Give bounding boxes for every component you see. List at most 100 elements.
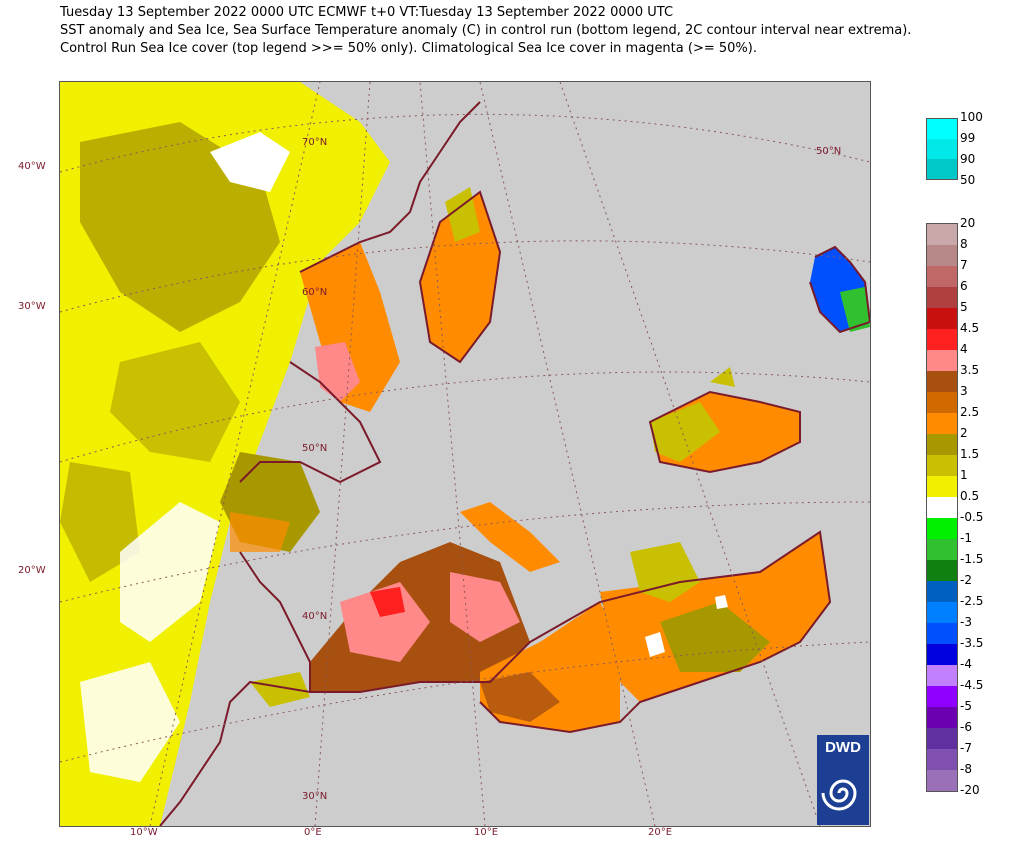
white-anomaly-patch	[210, 132, 290, 192]
sst-legend-swatch	[927, 224, 957, 245]
lat-label-50n-east: 50°N	[816, 146, 842, 157]
sst-legend-label: 2.5	[960, 405, 980, 419]
sst-legend-label: -5	[960, 699, 972, 713]
lon-label-40w: 40°W	[18, 161, 46, 172]
sst-legend-label: 20	[960, 216, 976, 230]
ice-legend-swatch	[927, 119, 957, 139]
sst-legend-swatch	[927, 686, 957, 707]
sst-legend-label: -8	[960, 762, 972, 776]
baltic-sea-olive	[445, 187, 480, 242]
lat-label-50n: 50°N	[302, 443, 328, 454]
dwd-logo: DWD	[817, 735, 869, 825]
lat-label-30n: 30°N	[302, 791, 328, 802]
sst-legend-label: -2.5	[960, 594, 984, 608]
sst-legend-label: 6	[960, 279, 968, 293]
graticule	[60, 82, 870, 826]
black-sea-olive	[650, 402, 720, 462]
sst-legend-label: 5	[960, 300, 968, 314]
bay-of-biscay-olive	[230, 512, 290, 552]
black-sea-olive	[710, 367, 735, 387]
ice-legend-swatch	[927, 139, 957, 159]
ice-legend-label: 50	[960, 173, 976, 187]
adriatic-sea	[460, 502, 560, 572]
sst-legend-swatch	[927, 392, 957, 413]
map-canvas	[60, 82, 870, 826]
lat-label-60n: 60°N	[302, 287, 328, 298]
lon-label-0e: 0°E	[304, 827, 322, 838]
baltic-sea	[420, 192, 500, 362]
sst-legend-swatch	[927, 266, 957, 287]
sst-legend-label: -6	[960, 720, 972, 734]
sst-legend-swatch	[927, 623, 957, 644]
sst-legend-swatch	[927, 245, 957, 266]
sst-legend-label: -3.5	[960, 636, 984, 650]
sst-legend-label: -2	[960, 573, 972, 587]
sst-legend-swatch	[927, 350, 957, 371]
sst-legend-label: -0.5	[960, 510, 984, 524]
dwd-logo-text: DWD	[825, 739, 861, 756]
sst-legend-swatch	[927, 749, 957, 770]
sst-legend-label: 2	[960, 426, 968, 440]
sst-legend-swatch	[927, 287, 957, 308]
sst-legend-label: -1	[960, 531, 972, 545]
white-anomaly-patch	[120, 502, 220, 642]
white-anomaly-patch	[80, 662, 180, 782]
ice-legend-swatch	[927, 159, 957, 179]
lon-label-30w: 30°W	[18, 301, 46, 312]
western-med-hottest	[370, 587, 405, 617]
sst-legend-label: -4	[960, 657, 972, 671]
ice-legend-colorbar	[926, 118, 958, 180]
sst-legend-label: -3	[960, 615, 972, 629]
sst-legend-colorbar	[926, 223, 958, 792]
caspian-green	[840, 287, 870, 332]
sst-legend-label: 0.5	[960, 489, 980, 503]
sst-anomaly-map	[59, 81, 871, 827]
sst-legend-swatch	[927, 728, 957, 749]
sst-legend-swatch	[927, 434, 957, 455]
lat-label-40n: 40°N	[302, 611, 328, 622]
sst-legend-swatch	[927, 518, 957, 539]
sst-legend-label: 1	[960, 468, 968, 482]
ice-legend-label: 99	[960, 131, 976, 145]
aegean-sea	[630, 542, 700, 602]
sst-legend-label: 4.5	[960, 321, 980, 335]
sst-legend-label: -4.5	[960, 678, 984, 692]
sst-legend-swatch	[927, 329, 957, 350]
sst-legend-swatch	[927, 560, 957, 581]
sst-legend-swatch	[927, 476, 957, 497]
sst-legend-swatch	[927, 770, 957, 791]
sst-legend-label: 4	[960, 342, 968, 356]
dwd-swirl-icon	[821, 779, 857, 811]
ice-legend-label: 100	[960, 110, 983, 124]
alboran-sea	[250, 672, 310, 707]
sst-legend-swatch	[927, 371, 957, 392]
sst-legend-swatch	[927, 539, 957, 560]
north-sea	[300, 242, 400, 412]
ice-cover-legend	[926, 118, 958, 180]
central-med-dark	[480, 672, 560, 722]
sst-legend-swatch	[927, 665, 957, 686]
sst-legend-label: 1.5	[960, 447, 980, 461]
sst-legend-label: 8	[960, 237, 968, 251]
sst-legend-swatch	[927, 308, 957, 329]
sst-legend-label: 7	[960, 258, 968, 272]
lon-label-10e: 10°E	[474, 827, 499, 838]
sst-legend-swatch	[927, 644, 957, 665]
cold-spot	[645, 632, 665, 657]
lon-label-20e: 20°E	[648, 827, 673, 838]
tyrrhenian-sea	[450, 572, 520, 642]
ice-legend-label: 90	[960, 152, 976, 166]
map-header: Tuesday 13 September 2022 0000 UTC ECMWF…	[60, 4, 911, 58]
sst-legend-swatch	[927, 602, 957, 623]
lon-label-20w: 20°W	[18, 565, 46, 576]
sst-legend-swatch	[927, 413, 957, 434]
lon-label-10w: 10°W	[130, 827, 158, 838]
sst-legend-swatch	[927, 581, 957, 602]
sst-legend-label: -7	[960, 741, 972, 755]
header-line-3: Control Run Sea Ice cover (top legend >>…	[60, 41, 757, 56]
sst-legend-label: -20	[960, 783, 980, 797]
sst-anomaly-legend	[926, 223, 958, 792]
sst-legend-label: -1.5	[960, 552, 984, 566]
western-med-hot	[340, 582, 430, 662]
sst-legend-label: 3	[960, 384, 968, 398]
